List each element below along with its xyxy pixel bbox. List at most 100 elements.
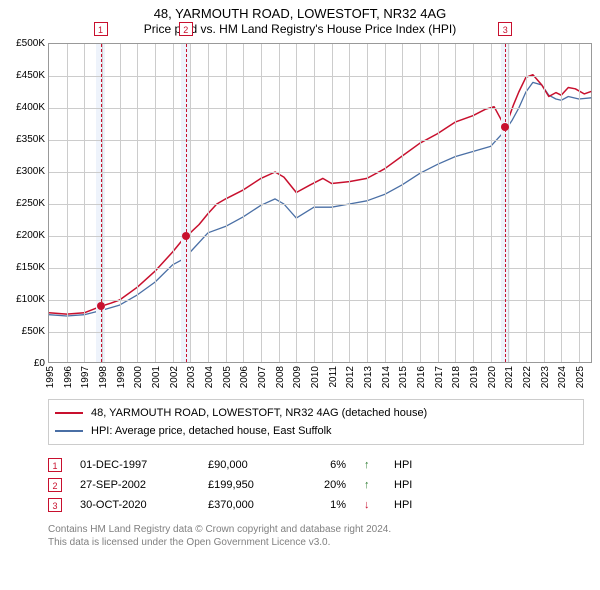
price-chart: £0£50K£100K£150K£200K£250K£300K£350K£400… (48, 43, 592, 363)
y-axis-label: £50K (22, 327, 49, 337)
x-axis-label: 2022 (523, 366, 533, 388)
x-axis-label: 2023 (541, 366, 551, 388)
gridline-v (314, 44, 315, 362)
sale-event-row: 227-SEP-2002£199,95020%↑HPI (48, 475, 584, 495)
gridline-v (84, 44, 85, 362)
y-axis-label: £450K (16, 71, 49, 81)
sale-event-arrow-icon: ↑ (364, 459, 376, 471)
gridline-v (120, 44, 121, 362)
legend-swatch-hpi (55, 430, 83, 432)
x-axis-label: 2024 (558, 366, 568, 388)
sale-marker: 1 (94, 22, 108, 36)
x-axis-label: 2006 (240, 366, 250, 388)
page: 48, YARMOUTH ROAD, LOWESTOFT, NR32 4AG P… (0, 0, 600, 590)
legend-label-hpi: HPI: Average price, detached house, East… (91, 423, 332, 439)
x-axis-label: 2007 (258, 366, 268, 388)
gridline-v (367, 44, 368, 362)
y-axis-label: £400K (16, 103, 49, 113)
gridline-h (49, 332, 591, 333)
x-axis-label: 2009 (293, 366, 303, 388)
gridline-v (473, 44, 474, 362)
sale-event-row: 101-DEC-1997£90,0006%↑HPI (48, 455, 584, 475)
plot-area: £0£50K£100K£150K£200K£250K£300K£350K£400… (48, 43, 592, 363)
gridline-v (349, 44, 350, 362)
y-axis-label: £300K (16, 167, 49, 177)
gridline-h (49, 108, 591, 109)
footnote-line: Contains HM Land Registry data © Crown c… (48, 523, 584, 536)
gridline-h (49, 76, 591, 77)
x-axis-label: 2021 (505, 366, 515, 388)
sale-marker: 3 (498, 22, 512, 36)
gridline-v (544, 44, 545, 362)
y-axis-label: £200K (16, 231, 49, 241)
sale-event-suffix: HPI (394, 459, 412, 471)
legend-label-property: 48, YARMOUTH ROAD, LOWESTOFT, NR32 4AG (… (91, 405, 427, 421)
gridline-v (508, 44, 509, 362)
x-axis-label: 1998 (99, 366, 109, 388)
x-axis-label: 2014 (382, 366, 392, 388)
y-axis-label: £150K (16, 263, 49, 273)
gridline-h (49, 300, 591, 301)
x-axis-label: 2019 (470, 366, 480, 388)
x-axis-label: 2013 (364, 366, 374, 388)
gridline-v (67, 44, 68, 362)
gridline-h (49, 140, 591, 141)
gridline-v (385, 44, 386, 362)
sale-event-suffix: HPI (394, 499, 412, 511)
y-axis-label: £100K (16, 295, 49, 305)
legend-swatch-property (55, 412, 83, 414)
gridline-v (279, 44, 280, 362)
x-axis-label: 1999 (117, 366, 127, 388)
sale-event-price: £199,950 (208, 479, 288, 491)
gridline-v (332, 44, 333, 362)
x-axis-label: 2001 (152, 366, 162, 388)
sale-event-pct: 6% (306, 459, 346, 471)
x-axis-label: 2017 (435, 366, 445, 388)
y-axis-label: £250K (16, 199, 49, 209)
gridline-v (526, 44, 527, 362)
x-axis-label: 2003 (187, 366, 197, 388)
sale-event-number: 1 (48, 458, 62, 472)
series-line (49, 75, 591, 314)
sale-event-pct: 1% (306, 499, 346, 511)
gridline-v (261, 44, 262, 362)
x-axis-label: 2012 (346, 366, 356, 388)
gridline-v (190, 44, 191, 362)
gridline-v (155, 44, 156, 362)
gridline-v (226, 44, 227, 362)
x-axis-label: 1996 (64, 366, 74, 388)
sale-event-arrow-icon: ↓ (364, 499, 376, 511)
sale-point (182, 232, 190, 240)
x-axis-label: 1997 (81, 366, 91, 388)
x-axis-label: 2015 (399, 366, 409, 388)
x-axis-label: 2016 (417, 366, 427, 388)
gridline-v (455, 44, 456, 362)
gridline-v (438, 44, 439, 362)
gridline-v (173, 44, 174, 362)
x-axis-label: 2010 (311, 366, 321, 388)
y-axis-label: £500K (16, 39, 49, 49)
legend-row-property: 48, YARMOUTH ROAD, LOWESTOFT, NR32 4AG (… (55, 404, 577, 422)
sale-point (97, 302, 105, 310)
sale-vline (505, 44, 506, 362)
gridline-v (579, 44, 580, 362)
sale-event-number: 2 (48, 478, 62, 492)
x-axis-label: 2005 (223, 366, 233, 388)
sale-events-table: 101-DEC-1997£90,0006%↑HPI227-SEP-2002£19… (48, 455, 584, 515)
page-title: 48, YARMOUTH ROAD, LOWESTOFT, NR32 4AG (8, 6, 592, 22)
sale-point (501, 123, 509, 131)
gridline-h (49, 204, 591, 205)
gridline-v (208, 44, 209, 362)
gridline-h (49, 236, 591, 237)
x-axis-label: 2002 (170, 366, 180, 388)
legend-row-hpi: HPI: Average price, detached house, East… (55, 422, 577, 440)
sale-event-date: 27-SEP-2002 (80, 479, 190, 491)
gridline-v (561, 44, 562, 362)
footnotes: Contains HM Land Registry data © Crown c… (48, 523, 584, 549)
gridline-h (49, 172, 591, 173)
sale-event-price: £370,000 (208, 499, 288, 511)
sale-event-number: 3 (48, 498, 62, 512)
x-axis-label: 2018 (452, 366, 462, 388)
gridline-v (420, 44, 421, 362)
x-axis-label: 2020 (488, 366, 498, 388)
